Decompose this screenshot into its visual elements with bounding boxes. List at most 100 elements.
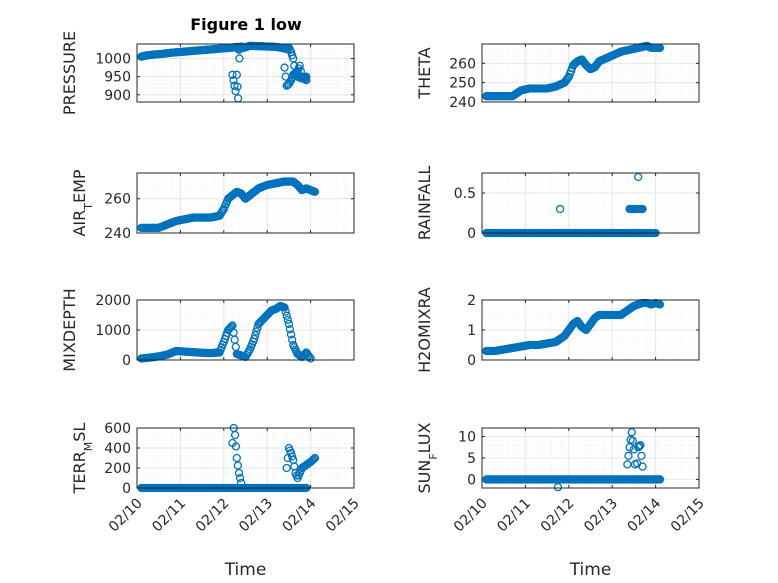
terr_msl-x-tick-label: 02/11 — [149, 495, 189, 535]
sun_flux-xlabel: Time — [569, 560, 612, 580]
sun_flux-y-tick-label: 5 — [467, 451, 476, 467]
air_temp-data-point — [309, 187, 319, 196]
rainfall-y-tick-label: 0 — [467, 226, 476, 242]
axes-pressure: 900 950 1000 PRESSURE — [60, 31, 355, 115]
pressure-data-point — [235, 54, 244, 63]
terr_msl-data-point — [233, 461, 243, 470]
axes-sun_flux: 0 5 10 02/10 02/11 02/12 02/13 02/14 02/15 Time SU… — [415, 422, 708, 580]
terr_msl-data-point — [230, 430, 240, 440]
sun_flux-x-tick-label: 02/10 — [451, 495, 491, 535]
pressure-data-point — [231, 86, 240, 96]
pressure-data-point — [233, 82, 242, 91]
terr_msl-data-point — [283, 453, 292, 463]
mixdepth-data-point — [252, 327, 261, 336]
mixdepth-ylabel: MIXDEPTH — [60, 288, 79, 371]
pressure-data-point — [285, 77, 295, 87]
theta-y-tick-label: 260 — [449, 56, 476, 72]
mixdepth-data-point — [244, 347, 253, 356]
mixdepth-data-point — [231, 342, 240, 352]
air_temp-ylabel: AIRTEMP — [70, 169, 95, 236]
terr_msl-y-tick-label: 200 — [104, 461, 131, 477]
pressure-data-point — [288, 51, 297, 60]
terr_msl-ylabel: TERRMSL — [70, 423, 95, 495]
theta-y-tick-label: 250 — [449, 76, 476, 92]
mixdepth-data-point — [282, 311, 291, 320]
terr_msl-y-tick-label: 400 — [104, 441, 131, 457]
sun_flux-data-point — [553, 482, 563, 492]
terr_msl-data-point — [288, 452, 297, 461]
mixdepth-dense-series — [138, 302, 314, 363]
terr_msl-data-point — [308, 455, 317, 465]
h2omixra-ylabel: H2OMIXRA — [415, 287, 434, 373]
sun_flux-x-tick-label: 02/14 — [625, 495, 665, 535]
pressure-y-tick-label: 1000 — [95, 52, 131, 68]
terr_msl-plot-area — [137, 428, 354, 488]
theta-ylabel: THETA — [415, 47, 434, 99]
axes-rainfall: 0 0.5 RAINFALL — [415, 166, 700, 242]
terr_msl-x-tick-label: 02/14 — [280, 495, 320, 535]
pressure-ylabel: PRESSURE — [60, 31, 79, 115]
sun_flux-dense-series — [483, 435, 663, 484]
h2omixra-axes-box — [481, 299, 700, 361]
h2omixra-data-point — [654, 299, 664, 309]
pressure-data-point — [301, 75, 310, 84]
terr_msl-data-point — [307, 456, 316, 466]
terr_msl-data-point — [235, 473, 245, 483]
theta-y-tick-label: 240 — [449, 95, 476, 111]
rainfall-ylabel: RAINFALL — [415, 166, 434, 241]
terr_msl-axes-box — [136, 427, 355, 489]
terr_msl-data-point — [290, 462, 299, 471]
sun_flux-y-tick-label: 0 — [467, 472, 476, 488]
sun_flux-data-point — [635, 442, 644, 451]
mixdepth-data-point — [279, 302, 288, 312]
terr_msl-xlabel: Time — [224, 560, 267, 580]
mixdepth-data-point — [281, 307, 290, 316]
pressure-data-point — [283, 44, 292, 53]
pressure-axes-box — [136, 43, 355, 103]
theta-data-point — [563, 74, 572, 83]
mixdepth-data-point — [286, 330, 296, 339]
mixdepth-data-point — [304, 351, 313, 360]
pressure-data-point — [229, 76, 238, 85]
h2omixra-y-tick-label: 0 — [467, 353, 476, 369]
sun_flux-data-point — [654, 475, 663, 484]
terr_msl-data-point — [282, 463, 291, 473]
rainfall-data-point — [555, 204, 565, 214]
sun_flux-ylabel: SUNFLUX — [415, 422, 440, 493]
sun_flux-data-point — [628, 436, 637, 446]
terr_msl-x-tick-label: 02/13 — [236, 495, 276, 535]
air_temp-y-tick-label: 260 — [104, 192, 131, 208]
sun_flux-data-point — [634, 443, 643, 452]
mixdepth-data-point — [285, 325, 295, 334]
air_temp-y-tick-label: 240 — [104, 226, 131, 242]
sun_flux-data-point — [637, 451, 646, 461]
sun_flux-data-point — [633, 459, 642, 468]
sun_flux-axes-box — [481, 427, 700, 489]
air_temp-data-point — [218, 206, 227, 215]
mixdepth-axes-box — [136, 299, 355, 361]
pressure-data-point — [228, 70, 237, 79]
mixdepth-data-point — [299, 350, 309, 359]
mixdepth-data-point — [288, 335, 297, 344]
figure-title: Figure 1 low — [190, 15, 302, 34]
axes-h2omixra: 0 1 2 H2OMIXRA — [415, 287, 700, 373]
sun_flux-x-tick-label: 02/13 — [581, 495, 621, 535]
pressure-data-point — [298, 73, 308, 82]
mixdepth-data-point — [255, 318, 264, 328]
mixdepth-y-tick-label: 2000 — [95, 293, 131, 309]
terr_msl-x-tick-label: 02/12 — [193, 495, 233, 535]
rainfall-axes-box — [481, 172, 700, 234]
axes-theta: 240 250 260 THETA — [415, 41, 700, 111]
axes-air_temp: 240 260 AIRTEMP — [70, 169, 355, 242]
sun_flux-x-tick-label: 02/15 — [668, 495, 708, 535]
terr_msl-y-tick-label: 600 — [104, 421, 131, 437]
theta-dense-series — [483, 42, 664, 101]
axes-terr_msl: 0 200 400 600 02/10 02/11 02/12 02/13 02/14 02/15… — [70, 421, 363, 580]
pressure-y-tick-label: 950 — [104, 70, 131, 86]
h2omixra-y-tick-label: 1 — [467, 323, 476, 339]
rainfall-data-point — [637, 204, 646, 214]
terr_msl-x-tick-label: 02/15 — [323, 495, 363, 535]
rainfall-plot-area — [482, 173, 699, 233]
terr_msl-y-tick-label: 0 — [122, 481, 131, 497]
